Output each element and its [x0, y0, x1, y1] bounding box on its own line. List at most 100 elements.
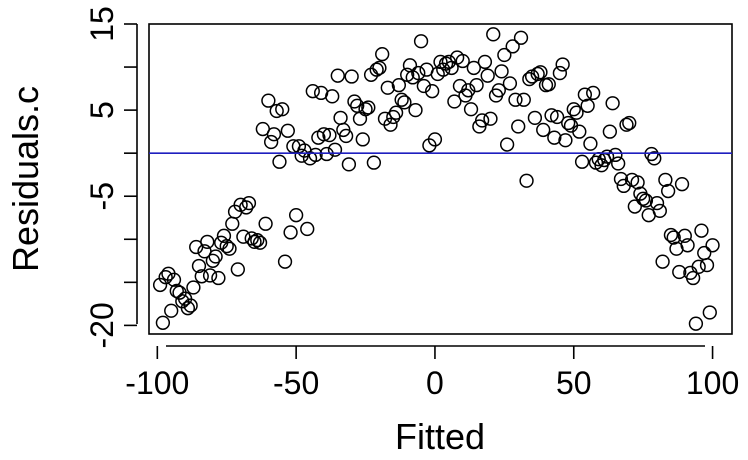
data-point	[527, 110, 543, 126]
data-point	[225, 216, 240, 231]
data-point	[183, 298, 198, 313]
data-point	[469, 77, 484, 93]
data-point	[344, 69, 359, 84]
data-point	[552, 65, 568, 81]
data-point	[216, 228, 232, 243]
data-point	[408, 102, 423, 118]
data-point	[505, 39, 520, 54]
data-point	[513, 30, 529, 45]
data-point	[499, 137, 515, 152]
data-point	[158, 270, 173, 285]
data-point	[164, 303, 179, 318]
data-point	[561, 115, 576, 131]
data-point	[697, 245, 712, 261]
x-axis-label: Fitted	[395, 416, 485, 457]
data-point	[649, 195, 665, 211]
data-point	[688, 316, 704, 331]
data-point	[375, 46, 390, 62]
data-point	[566, 102, 581, 117]
data-point	[191, 258, 207, 274]
data-point	[702, 305, 717, 320]
data-point	[674, 177, 690, 192]
y-tick-label: 15	[84, 6, 120, 42]
data-point	[647, 151, 662, 166]
data-point	[352, 111, 368, 126]
x-tick-label: 100	[686, 365, 739, 401]
data-point	[455, 53, 470, 69]
data-point	[558, 133, 573, 148]
data-point	[244, 231, 259, 246]
data-point	[627, 199, 642, 214]
data-point	[250, 232, 265, 248]
data-point	[672, 264, 687, 280]
data-point	[663, 227, 679, 243]
data-point	[536, 122, 551, 138]
data-point	[397, 95, 412, 110]
data-point	[685, 270, 701, 286]
data-point	[486, 27, 501, 42]
data-point	[544, 108, 559, 123]
data-point	[497, 47, 512, 63]
data-point	[613, 171, 629, 187]
data-point	[541, 77, 556, 92]
data-point	[502, 76, 518, 91]
data-point	[272, 154, 287, 169]
data-point	[477, 54, 493, 70]
data-point	[533, 65, 548, 80]
data-point	[277, 254, 293, 269]
data-point	[413, 34, 429, 49]
data-point	[580, 98, 595, 113]
y-axis-label: Residuals.c	[5, 86, 46, 272]
data-point	[652, 203, 667, 219]
data-point	[638, 193, 654, 208]
data-point	[658, 172, 673, 188]
data-point	[522, 71, 537, 87]
data-point	[425, 84, 440, 99]
data-point	[680, 238, 695, 253]
data-point	[300, 221, 315, 237]
x-tick-label: -50	[273, 365, 319, 401]
data-point	[155, 315, 171, 330]
data-point	[330, 68, 345, 83]
data-point	[480, 68, 495, 83]
data-point	[341, 157, 357, 172]
data-point	[347, 94, 362, 109]
data-point	[333, 110, 348, 126]
data-point	[563, 118, 579, 133]
data-point	[230, 262, 245, 277]
data-point	[327, 142, 343, 157]
data-points	[152, 27, 720, 331]
data-point	[338, 128, 354, 144]
data-point	[366, 155, 382, 170]
data-point	[519, 173, 534, 188]
data-point	[186, 280, 201, 295]
data-point	[411, 65, 426, 81]
data-point	[261, 93, 276, 108]
data-point	[636, 191, 651, 206]
data-point	[622, 115, 637, 131]
x-tick-label: 0	[426, 365, 444, 401]
data-point	[549, 109, 565, 125]
x-axis-ticks: -100 -50 0 50 100	[125, 346, 739, 401]
data-point	[355, 132, 370, 147]
data-point	[483, 111, 498, 126]
data-point	[644, 146, 659, 162]
data-point	[516, 92, 531, 107]
data-point	[241, 195, 257, 211]
data-point	[388, 105, 404, 120]
data-point	[555, 57, 570, 72]
y-tick-label: -5	[84, 182, 120, 210]
data-point	[258, 216, 273, 231]
data-point	[605, 96, 620, 111]
data-point	[433, 54, 448, 70]
data-point	[691, 259, 706, 274]
data-point	[463, 102, 479, 117]
data-point	[247, 234, 262, 250]
data-point	[222, 241, 237, 256]
data-point	[208, 249, 223, 264]
data-point	[583, 136, 598, 151]
data-point	[494, 64, 509, 79]
data-point	[386, 109, 401, 125]
data-point	[219, 239, 234, 254]
data-point	[239, 200, 254, 215]
